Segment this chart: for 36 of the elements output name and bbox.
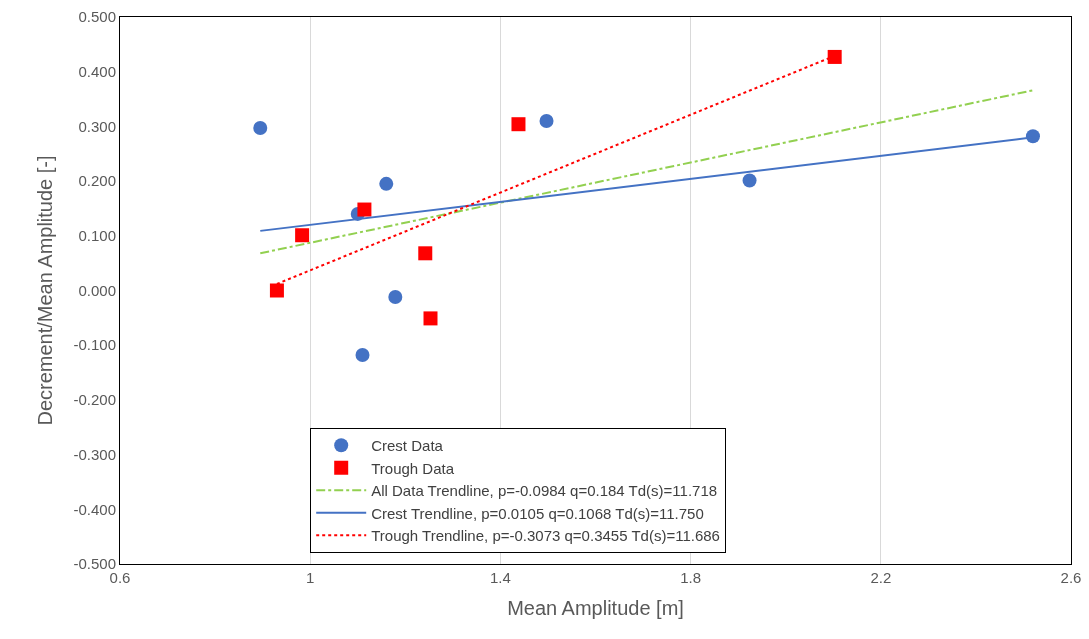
point [742,173,757,188]
y-tick-label: 0.400 [78,62,116,80]
point [511,117,526,132]
x-tick-label: 1.8 [680,569,702,586]
point [418,246,433,261]
y-tick-label: -0.100 [73,336,116,354]
point [379,176,394,191]
x-tick-label: 2.6 [1060,569,1082,586]
point [355,348,370,363]
y-tick-label: -0.300 [73,445,116,463]
legend-label: Crest Trendline, p=0.0105 q=0.1068 Td(s)=11.750 [371,504,704,522]
y-tick-label: -0.400 [73,500,116,518]
y-tick-label: 0.300 [78,117,116,135]
point [253,121,268,136]
x-tick-label: 2.2 [870,569,892,586]
legend-label: Trough Data [371,459,455,477]
y-tick-label: 0.500 [78,8,116,26]
legend-label: Trough Trendline, p=-0.3073 q=0.3455 Td(s)=11.686 [371,527,720,545]
point [539,113,554,128]
point [388,290,403,305]
y-tick-label: 0.000 [78,281,116,299]
point [269,283,284,298]
y-axis-title: Decrement/Mean Amplitude [-] [33,155,56,426]
y-tick-label: 0.100 [78,227,116,245]
point [423,311,438,326]
point [357,202,372,217]
point [295,228,310,243]
x-tick-label: 1.4 [489,569,511,586]
legend-label: Crest Data [371,437,444,455]
y-tick-label: -0.200 [73,391,116,409]
point [1025,129,1040,144]
x-tick-label: 1 [306,569,315,586]
point [827,49,842,64]
x-axis-title: Mean Amplitude [m] [507,596,684,619]
legend-label: All Data Trendline, p=-0.0984 q=0.184 Td(s)=11.718 [371,482,718,500]
y-tick-label: 0.200 [78,172,116,190]
